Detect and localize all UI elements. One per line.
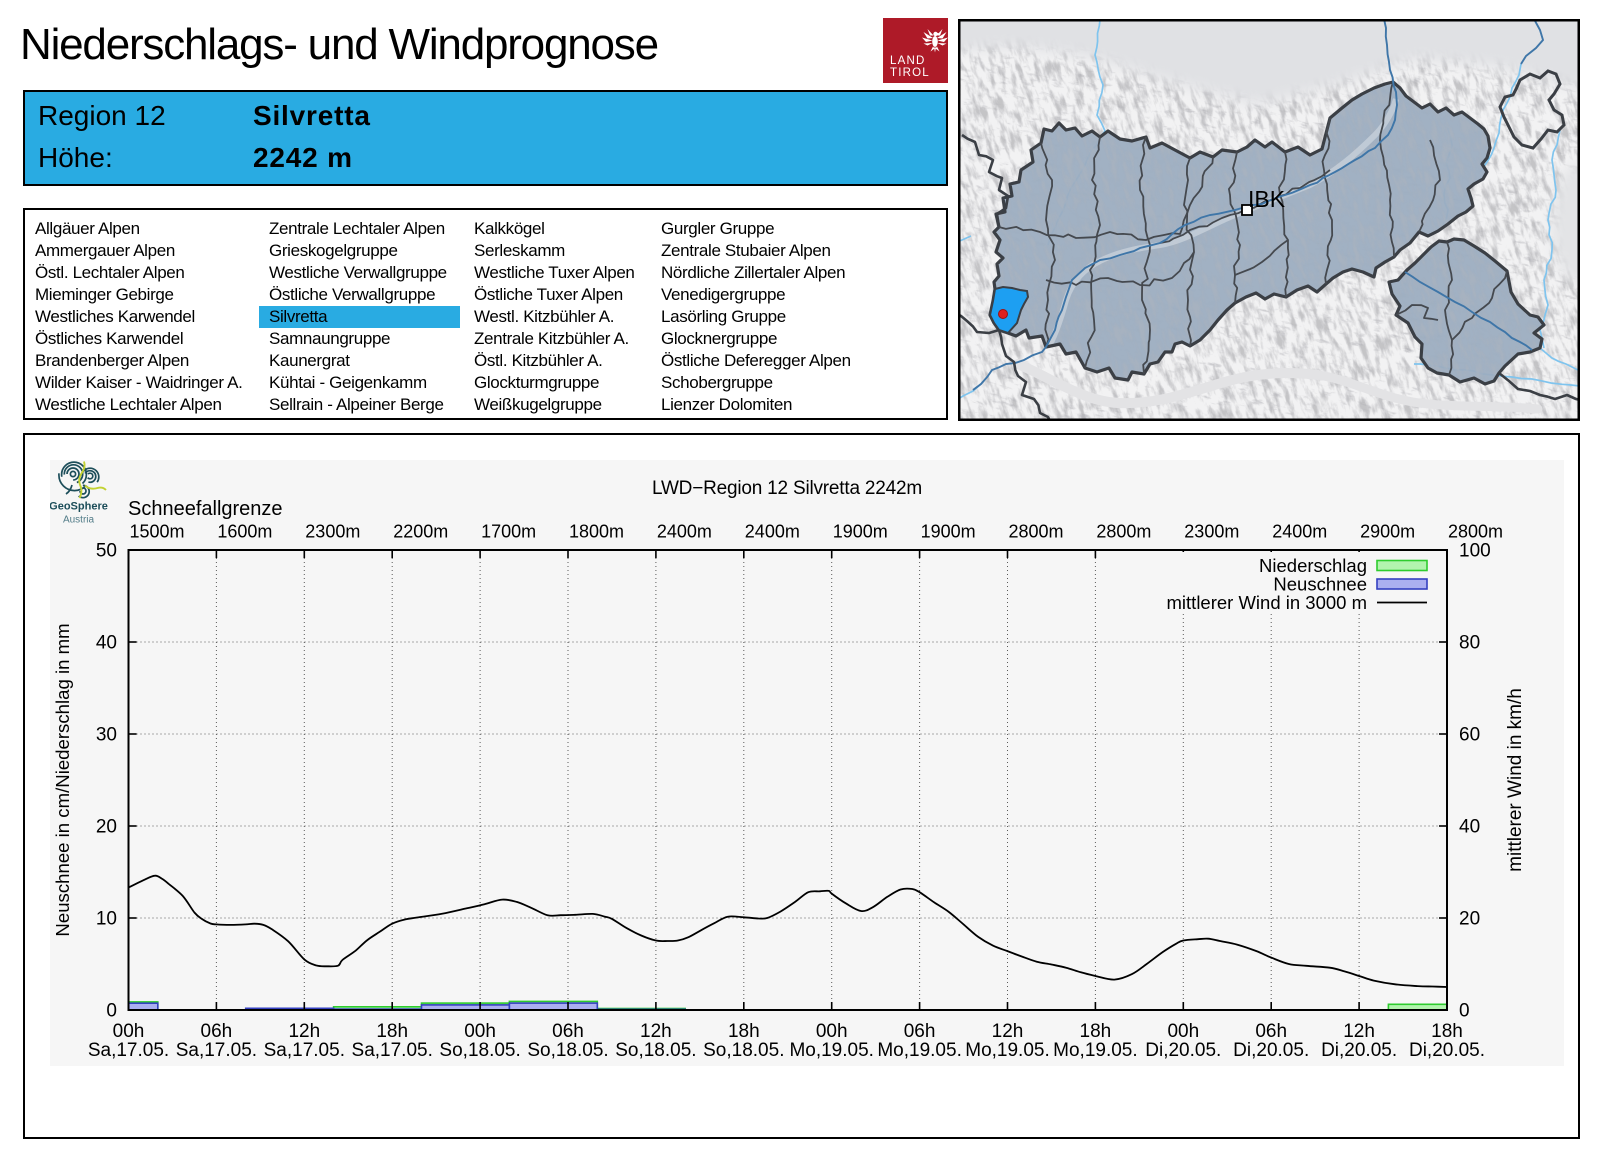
svg-text:So,18.05.: So,18.05. (439, 1040, 520, 1061)
svg-text:12h: 12h (288, 1021, 320, 1042)
svg-text:Sa,17.05.: Sa,17.05. (88, 1040, 169, 1061)
svg-text:Di,20.05.: Di,20.05. (1409, 1040, 1485, 1061)
svg-text:18h: 18h (376, 1021, 408, 1042)
svg-text:1500m: 1500m (130, 522, 185, 542)
svg-text:2900m: 2900m (1360, 522, 1415, 542)
svg-text:2300m: 2300m (1184, 522, 1239, 542)
svg-text:Di,20.05.: Di,20.05. (1145, 1040, 1221, 1061)
svg-text:1900m: 1900m (921, 522, 976, 542)
svg-text:06h: 06h (1255, 1021, 1287, 1042)
svg-text:20: 20 (96, 817, 117, 838)
svg-text:Mo,19.05.: Mo,19.05. (789, 1040, 874, 1061)
svg-text:Di,20.05.: Di,20.05. (1233, 1040, 1309, 1061)
svg-text:12h: 12h (640, 1021, 672, 1042)
svg-text:06h: 06h (904, 1021, 936, 1042)
svg-text:80: 80 (1459, 633, 1480, 654)
svg-text:50: 50 (96, 541, 117, 562)
svg-text:06h: 06h (201, 1021, 233, 1042)
svg-text:00h: 00h (113, 1021, 145, 1042)
svg-text:Di,20.05.: Di,20.05. (1321, 1040, 1397, 1061)
svg-text:1600m: 1600m (217, 522, 272, 542)
svg-text:Sa,17.05.: Sa,17.05. (176, 1040, 257, 1061)
svg-text:Niederschlag: Niederschlag (1259, 555, 1367, 576)
svg-text:2400m: 2400m (657, 522, 712, 542)
svg-text:Sa,17.05.: Sa,17.05. (352, 1040, 433, 1061)
svg-text:100: 100 (1459, 541, 1491, 562)
svg-text:LAND: LAND (890, 55, 925, 67)
svg-text:40: 40 (1459, 817, 1480, 838)
svg-text:Neuschnee: Neuschnee (1273, 574, 1367, 595)
svg-text:00h: 00h (816, 1021, 848, 1042)
svg-text:Sa,17.05.: Sa,17.05. (264, 1040, 345, 1061)
svg-text:00h: 00h (1167, 1021, 1199, 1042)
svg-text:2800m: 2800m (1009, 522, 1064, 542)
svg-text:So,18.05.: So,18.05. (703, 1040, 784, 1061)
svg-text:2800m: 2800m (1448, 522, 1503, 542)
svg-text:10: 10 (96, 909, 117, 930)
svg-text:Austria: Austria (63, 515, 95, 526)
svg-text:mittlerer Wind in km/h: mittlerer Wind in km/h (1505, 688, 1526, 872)
svg-text:0: 0 (106, 1001, 117, 1022)
svg-text:2400m: 2400m (1272, 522, 1327, 542)
svg-text:0: 0 (1459, 1001, 1470, 1022)
svg-text:LWD−Region 12 Silvretta 2242m: LWD−Region 12 Silvretta 2242m (652, 478, 922, 499)
svg-text:mittlerer Wind in 3000 m: mittlerer Wind in 3000 m (1167, 592, 1367, 613)
svg-text:18h: 18h (1080, 1021, 1112, 1042)
svg-text:Neuschnee in cm/Niederschlag i: Neuschnee in cm/Niederschlag in mm (52, 623, 73, 936)
svg-text:00h: 00h (464, 1021, 496, 1042)
svg-text:2200m: 2200m (393, 522, 448, 542)
svg-text:Mo,19.05.: Mo,19.05. (965, 1040, 1050, 1061)
svg-text:12h: 12h (992, 1021, 1024, 1042)
svg-text:18h: 18h (1431, 1021, 1463, 1042)
svg-text:60: 60 (1459, 725, 1480, 746)
svg-text:18h: 18h (728, 1021, 760, 1042)
svg-text:IBK: IBK (1248, 186, 1286, 212)
svg-text:2400m: 2400m (745, 522, 800, 542)
svg-text:1900m: 1900m (833, 522, 888, 542)
svg-text:1700m: 1700m (481, 522, 536, 542)
svg-text:Mo,19.05.: Mo,19.05. (877, 1040, 962, 1061)
svg-text:GeoSphere: GeoSphere (50, 501, 108, 513)
svg-text:20: 20 (1459, 909, 1480, 930)
svg-text:30: 30 (96, 725, 117, 746)
svg-text:06h: 06h (552, 1021, 584, 1042)
svg-text:TIROL: TIROL (890, 67, 930, 79)
svg-text:So,18.05.: So,18.05. (615, 1040, 696, 1061)
svg-text:So,18.05.: So,18.05. (527, 1040, 608, 1061)
svg-text:Schneefallgrenze: Schneefallgrenze (128, 498, 283, 520)
svg-text:40: 40 (96, 633, 117, 654)
svg-text:12h: 12h (1343, 1021, 1375, 1042)
svg-text:Mo,19.05.: Mo,19.05. (1053, 1040, 1138, 1061)
svg-text:2800m: 2800m (1096, 522, 1151, 542)
svg-text:1800m: 1800m (569, 522, 624, 542)
svg-text:2300m: 2300m (305, 522, 360, 542)
